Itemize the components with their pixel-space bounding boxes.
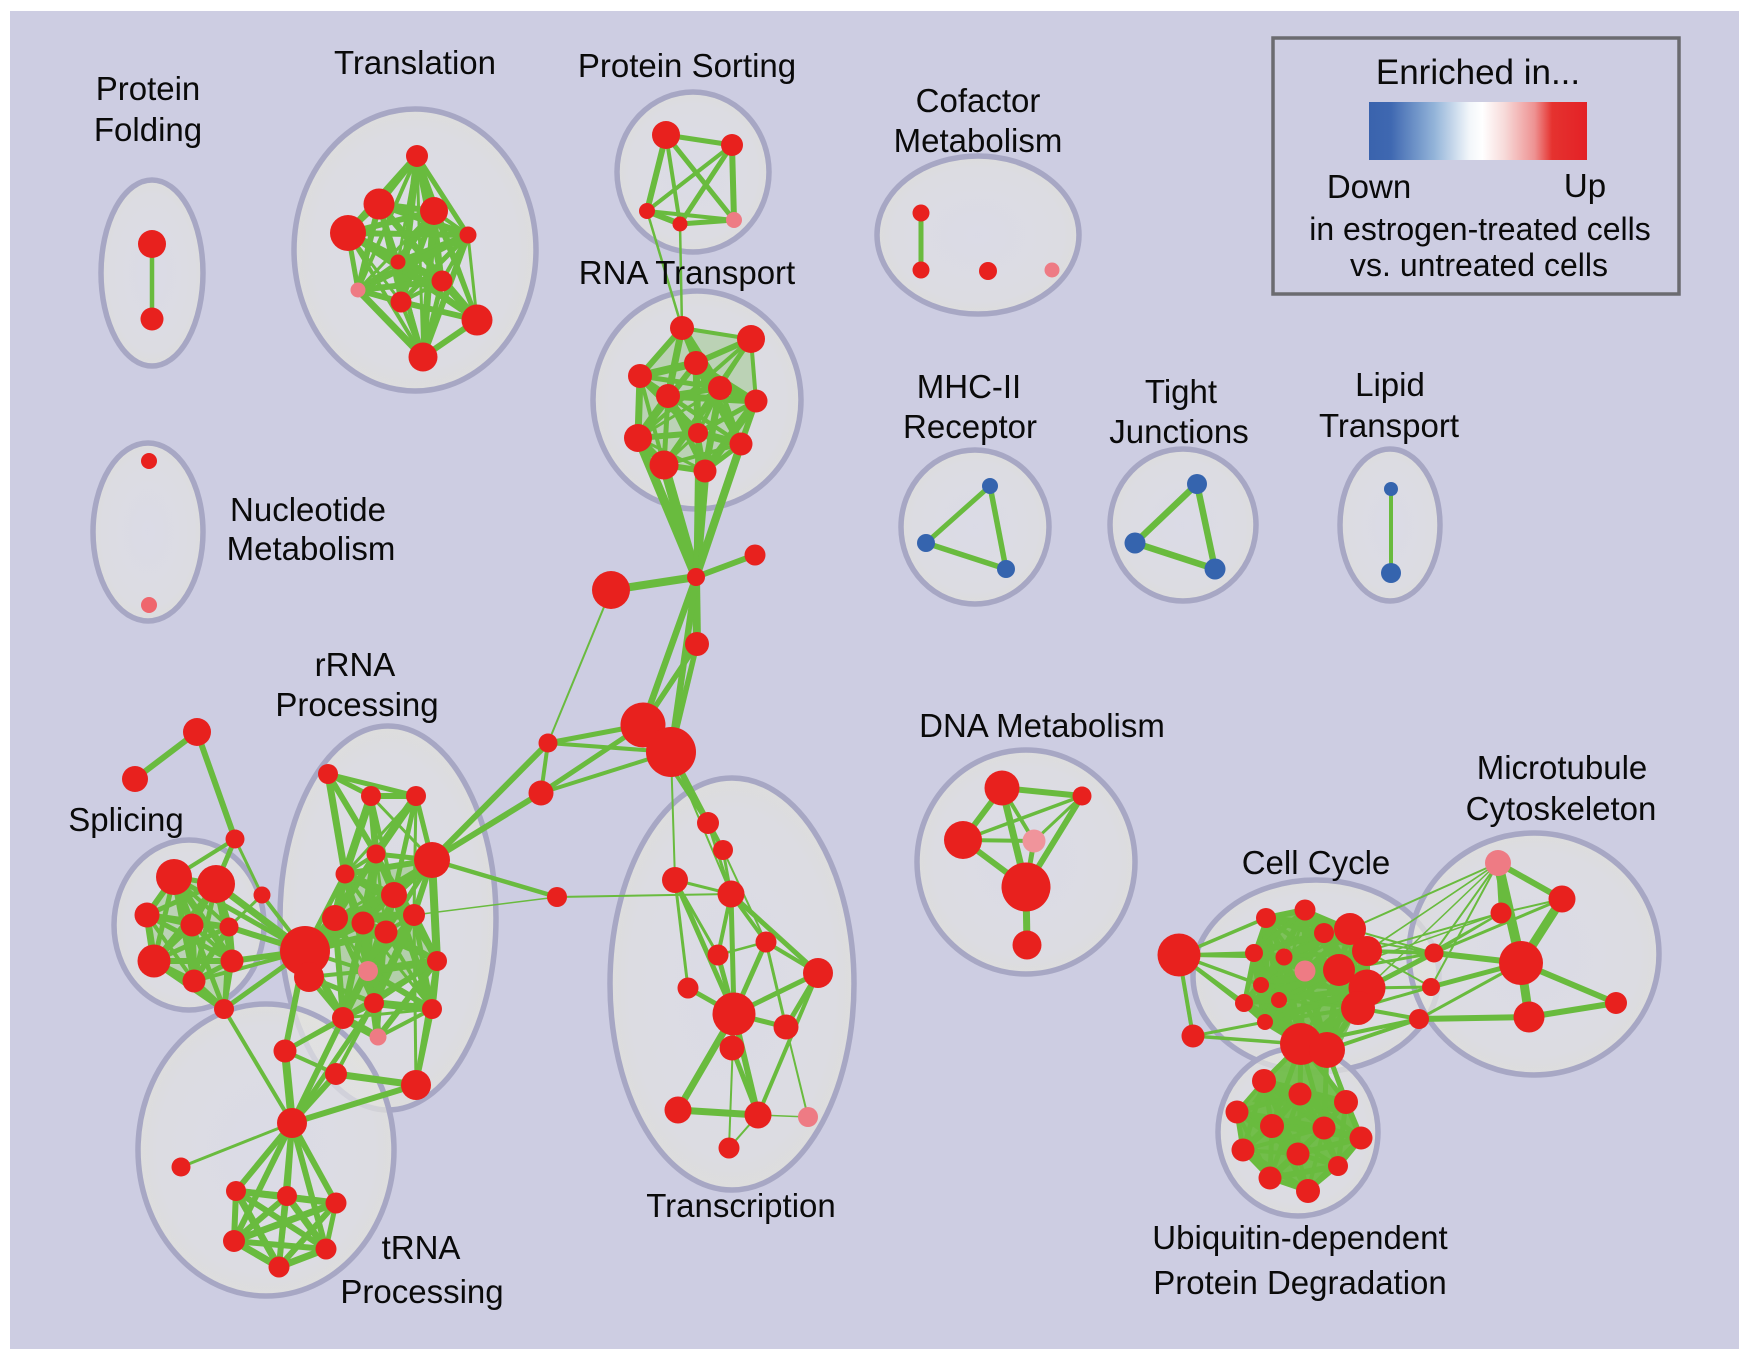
svg-text:Cytoskeleton: Cytoskeleton (1466, 790, 1657, 827)
svg-text:in estrogen-treated cells: in estrogen-treated cells (1309, 211, 1651, 247)
svg-text:Metabolism: Metabolism (894, 122, 1063, 159)
svg-text:Cofactor: Cofactor (916, 82, 1041, 119)
svg-text:RNA Transport: RNA Transport (579, 254, 795, 291)
svg-text:Enriched in...: Enriched in... (1376, 53, 1580, 92)
svg-text:Nucleotide: Nucleotide (230, 491, 386, 528)
svg-text:rRNA: rRNA (315, 646, 396, 683)
svg-text:Metabolism: Metabolism (227, 530, 396, 567)
svg-text:Cell Cycle: Cell Cycle (1242, 844, 1391, 881)
svg-text:vs. untreated cells: vs. untreated cells (1350, 247, 1608, 283)
svg-text:Protein Sorting: Protein Sorting (578, 47, 796, 84)
svg-text:Down: Down (1327, 168, 1411, 205)
svg-text:Up: Up (1564, 167, 1606, 204)
svg-text:Processing: Processing (275, 686, 438, 723)
svg-text:Protein: Protein (96, 70, 201, 107)
svg-text:Lipid: Lipid (1355, 366, 1425, 403)
svg-text:Translation: Translation (334, 44, 496, 81)
svg-text:tRNA: tRNA (382, 1229, 461, 1266)
svg-text:Tight: Tight (1145, 373, 1217, 410)
svg-text:Receptor: Receptor (903, 408, 1037, 445)
svg-text:Splicing: Splicing (68, 801, 184, 838)
svg-text:Processing: Processing (340, 1273, 503, 1310)
svg-text:MHC-II: MHC-II (917, 368, 1021, 405)
svg-text:Junctions: Junctions (1109, 413, 1248, 450)
svg-text:Ubiquitin-dependent: Ubiquitin-dependent (1152, 1219, 1447, 1256)
svg-text:Transcription: Transcription (646, 1187, 836, 1224)
svg-text:DNA Metabolism: DNA Metabolism (919, 707, 1165, 744)
svg-text:Transport: Transport (1319, 407, 1459, 444)
svg-text:Protein Degradation: Protein Degradation (1153, 1264, 1447, 1301)
svg-text:Microtubule: Microtubule (1477, 749, 1648, 786)
svg-text:Folding: Folding (94, 111, 202, 148)
